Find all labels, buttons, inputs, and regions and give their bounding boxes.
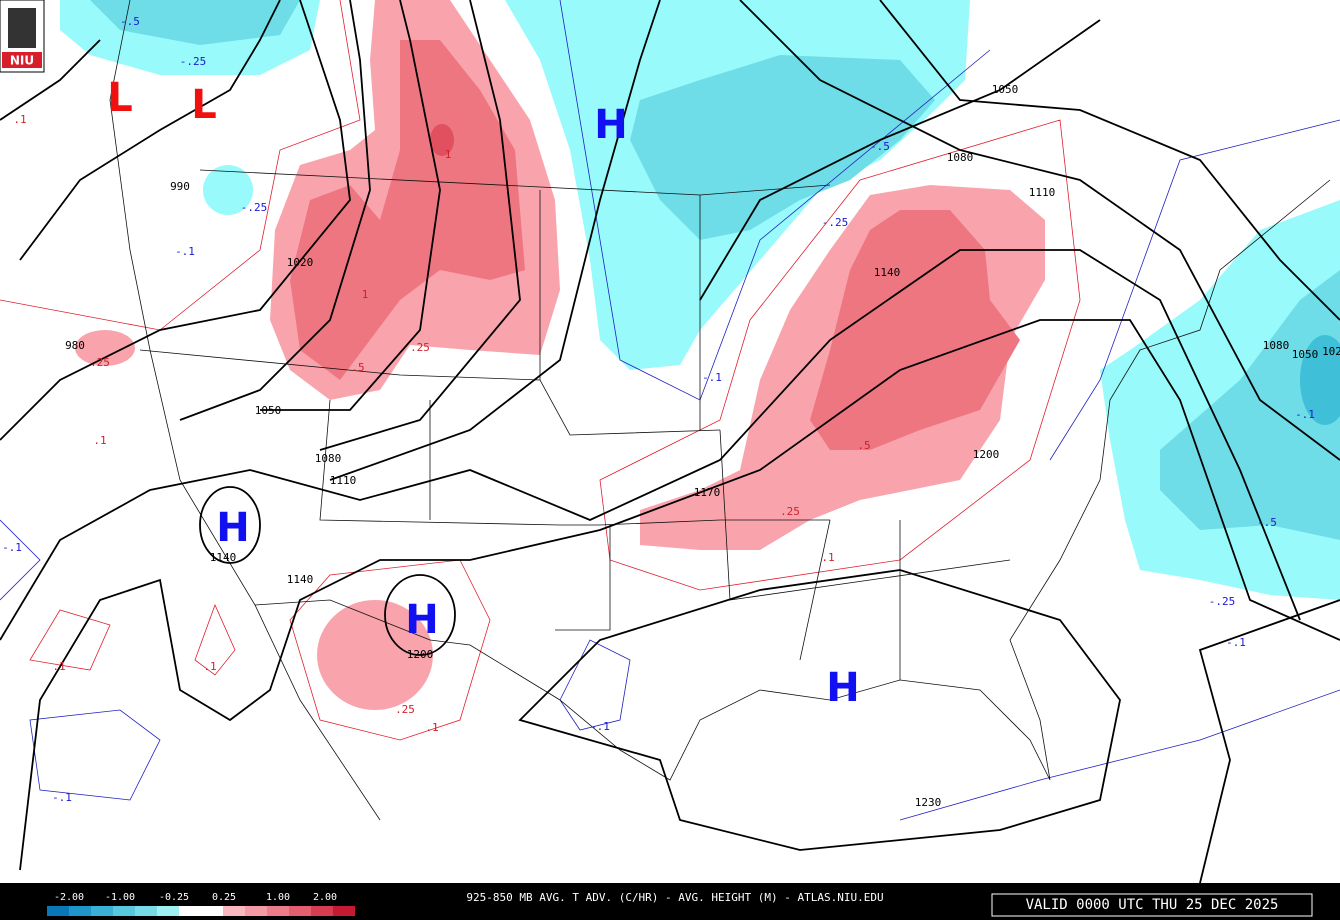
height-label: 1140 — [287, 573, 314, 586]
legend-label: -0.25 — [159, 892, 189, 903]
legend-swatch — [135, 906, 157, 916]
legend-label: 0.25 — [212, 892, 236, 903]
height-label: 1200 — [973, 448, 1000, 461]
height-label: 1200 — [407, 648, 434, 661]
legend-swatch — [179, 906, 201, 916]
high-marker: H — [594, 102, 627, 148]
legend-label: -2.00 — [54, 892, 84, 903]
high-marker: H — [405, 597, 438, 643]
height-label: 1140 — [210, 551, 237, 564]
height-contours — [0, 0, 1340, 884]
cold-label: -.1 — [702, 371, 722, 384]
legend-swatch — [289, 906, 311, 916]
low-marker: L — [107, 75, 133, 121]
height-label: 1110 — [1029, 186, 1056, 199]
warm-label: .1 — [821, 551, 834, 564]
valid-time: VALID 0000 UTC THU 25 DEC 2025 — [1026, 897, 1279, 913]
height-label: 1050 — [255, 404, 282, 417]
logo: NIU — [0, 0, 45, 73]
legend-swatch — [311, 906, 333, 916]
height-label: 1050 — [992, 83, 1019, 96]
warm-label: .1 — [13, 113, 26, 126]
legend-label: 1.00 — [266, 892, 290, 903]
footer-title: 925-850 MB AVG. T ADV. (C/HR) - AVG. HEI… — [466, 891, 883, 904]
political-borders — [109, 0, 1331, 821]
cold-label: -.1 — [1226, 636, 1246, 649]
height-label: 1020 — [287, 256, 314, 269]
height-label: 1080 — [315, 452, 342, 465]
warm-shading — [75, 0, 1045, 710]
cold-label: -.25 — [241, 201, 268, 214]
warm-label: .5 — [351, 361, 364, 374]
legend-swatch — [201, 906, 223, 916]
height-label: 1050 — [1292, 348, 1319, 361]
legend-label: -1.00 — [105, 892, 135, 903]
legend-label: 2.00 — [313, 892, 337, 903]
cold-label: -.5 — [870, 140, 890, 153]
height-label: 1080 — [947, 151, 974, 164]
high-marker: H — [216, 505, 249, 551]
high-marker: H — [826, 665, 859, 711]
warm-label: .25 — [780, 505, 800, 518]
legend-swatch — [113, 906, 135, 916]
logo-text: NIU — [10, 54, 34, 68]
warm-label: .1 — [425, 721, 438, 734]
cold-label: -.25 — [822, 216, 849, 229]
warm-label: .1 — [93, 434, 106, 447]
legend: -2.00 -1.00 -0.25 0.25 1.00 2.00 — [47, 892, 355, 916]
cold-label: -.25 — [1209, 595, 1236, 608]
legend-swatch — [223, 906, 245, 916]
height-label: 990 — [170, 180, 190, 193]
height-label: 102 — [1322, 345, 1340, 358]
height-label: 1080 — [1263, 339, 1290, 352]
warm-label: .1 — [52, 660, 65, 673]
height-label: 1140 — [874, 266, 901, 279]
warm-label: .5 — [857, 439, 870, 452]
warm-label: .25 — [90, 356, 110, 369]
height-label: 1110 — [330, 474, 357, 487]
height-label: 980 — [65, 339, 85, 352]
cold-label: -.1 — [590, 720, 610, 733]
legend-swatch — [91, 906, 113, 916]
legend-swatch — [69, 906, 91, 916]
warm-label: 1 — [362, 288, 369, 301]
cold-label: -.1 — [52, 791, 72, 804]
cold-label: -.5 — [120, 15, 140, 28]
low-marker: L — [191, 82, 217, 128]
map-labels: 1050108011101140990102098010501080111011… — [2, 15, 1340, 809]
legend-swatch — [245, 906, 267, 916]
legend-swatch — [47, 906, 69, 916]
height-label: 1230 — [915, 796, 942, 809]
legend-swatch — [157, 906, 179, 916]
legend-swatch — [333, 906, 355, 916]
cold-label: -.5 — [1257, 516, 1277, 529]
cold-label: -.1 — [175, 245, 195, 258]
warm-label: .1 — [203, 660, 216, 673]
legend-swatch — [267, 906, 289, 916]
height-label: 1170 — [694, 486, 721, 499]
cold-label: -.25 — [180, 55, 207, 68]
valid-box — [991, 893, 1313, 917]
cold-label: -.1 — [1295, 408, 1315, 421]
warm-label: 1 — [445, 148, 452, 161]
cold-label: -.1 — [2, 541, 22, 554]
warm-label: .25 — [410, 341, 430, 354]
warm-label: .25 — [395, 703, 415, 716]
